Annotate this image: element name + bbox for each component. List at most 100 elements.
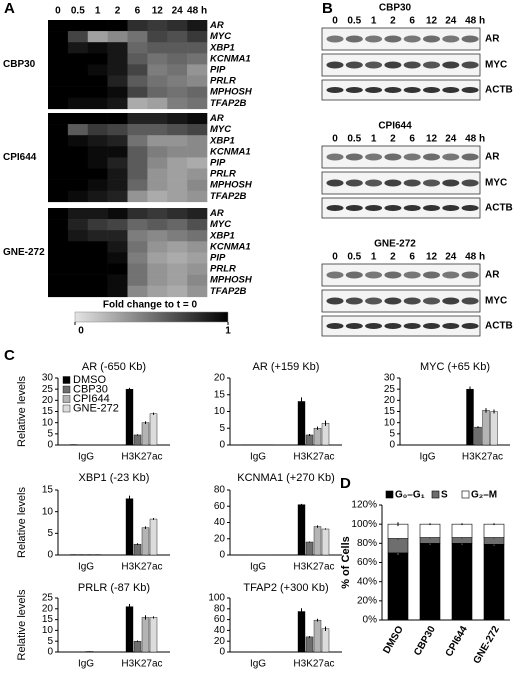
heat-cell: [147, 179, 168, 191]
blot-band: [345, 153, 363, 161]
gene-label: TFAP2B: [210, 286, 247, 297]
legend-label: G₂–M: [471, 490, 497, 501]
y-tick-label: 20: [42, 603, 54, 614]
blot-band: [461, 297, 479, 305]
legend-label: GNE-272: [73, 402, 119, 414]
y-tick-label: 0: [47, 647, 53, 658]
blot-band: [326, 297, 344, 305]
blot-band: [365, 179, 383, 187]
blot-band: [345, 297, 363, 305]
blot-band: [365, 205, 383, 211]
blot-band: [345, 205, 363, 211]
y-axis-label: Relative levels: [16, 589, 28, 660]
blot-band: [423, 61, 440, 69]
chart-title: MYC (+65 Kb): [420, 361, 490, 373]
blot-band: [423, 87, 440, 93]
heat-cell: [87, 97, 108, 110]
heat-cell: [147, 219, 168, 231]
x-tick-label: H3K27ac: [121, 562, 162, 573]
y-tick-label: 60: [214, 614, 226, 625]
heat-cell: [167, 252, 188, 264]
gene-label: MPHOSH: [210, 275, 253, 286]
y-tick-label: 20: [42, 395, 54, 406]
heat-cell: [67, 64, 89, 76]
time-label: 24: [445, 252, 457, 263]
gene-label: PIP: [210, 157, 226, 168]
blot-band: [345, 87, 363, 93]
heat-cell: [107, 285, 128, 298]
heat-cell: [147, 42, 168, 54]
bar: [297, 401, 306, 446]
heat-cell: [107, 146, 128, 158]
heat-cell: [87, 157, 108, 169]
blot-band: [403, 153, 421, 161]
y-tick-label: 10: [384, 417, 396, 428]
protein-label: ACTB: [485, 203, 513, 214]
blot-band: [365, 271, 383, 279]
heat-cell: [127, 263, 148, 275]
heat-cell: [147, 124, 168, 136]
heat-cell: [167, 230, 188, 242]
y-tick-label: 60%: [357, 557, 377, 568]
gene-label: MYC: [210, 219, 231, 230]
bar: [482, 410, 490, 446]
gene-label: AR: [209, 208, 224, 219]
blot-band: [423, 179, 440, 187]
legend-swatch: [62, 385, 71, 394]
heat-cell: [187, 241, 208, 253]
heat-cell: [67, 20, 89, 32]
heat-cell: [48, 241, 69, 253]
y-tick-label: 100: [208, 593, 225, 604]
blot-band: [403, 87, 421, 93]
bar-segment: [451, 537, 473, 544]
time-label: 2: [390, 16, 396, 27]
blot-band: [384, 297, 402, 305]
blot-band: [442, 271, 460, 279]
heat-cell: [87, 53, 108, 65]
heat-cell: [87, 86, 108, 98]
heat-cell: [107, 230, 128, 242]
heat-cell: [67, 285, 89, 298]
colorbar: [74, 311, 229, 323]
heat-cell: [87, 252, 108, 264]
time-label: 12: [426, 252, 438, 263]
gene-label: PRLR: [210, 169, 236, 180]
x-tick-label: H3K27ac: [293, 562, 334, 573]
protein-label: MYC: [485, 178, 507, 189]
protein-label: MYC: [485, 296, 507, 307]
heat-cell: [147, 252, 168, 264]
blot-band: [326, 35, 344, 43]
heat-cell: [127, 53, 148, 65]
heat-cell: [48, 179, 69, 191]
blot-band: [365, 35, 383, 43]
blot-band: [461, 153, 479, 161]
heat-cell: [67, 31, 89, 43]
heat-cell: [67, 124, 89, 136]
heat-cell: [67, 97, 89, 110]
heat-cell: [107, 135, 128, 147]
heat-cell: [87, 146, 108, 158]
heat-cell: [48, 53, 69, 65]
heat-cell: [187, 86, 208, 98]
y-axis-label: % of Cells: [340, 536, 352, 589]
heat-cell: [48, 42, 69, 54]
heat-cell: [187, 219, 208, 231]
heat-cell: [87, 113, 108, 125]
heat-cell: [127, 274, 148, 286]
y-tick-label: 100%: [351, 519, 377, 530]
legend-label: CBP30: [73, 383, 108, 395]
gene-label: XBP1: [209, 230, 235, 241]
y-tick-label: 10: [42, 417, 54, 428]
y-tick-label: 0: [219, 440, 225, 451]
y-tick-label: 40: [214, 517, 226, 528]
bar: [321, 423, 330, 446]
x-tick-label: IgG: [78, 659, 94, 670]
heat-cell: [107, 53, 128, 65]
blot-band: [384, 61, 402, 69]
heat-cell: [187, 53, 208, 65]
y-tick-label: 15: [42, 406, 54, 417]
gene-label: MPHOSH: [210, 180, 253, 191]
heat-cell: [187, 146, 208, 158]
y-axis-label: Relative levels: [16, 487, 28, 558]
time-label: 0: [332, 134, 338, 145]
